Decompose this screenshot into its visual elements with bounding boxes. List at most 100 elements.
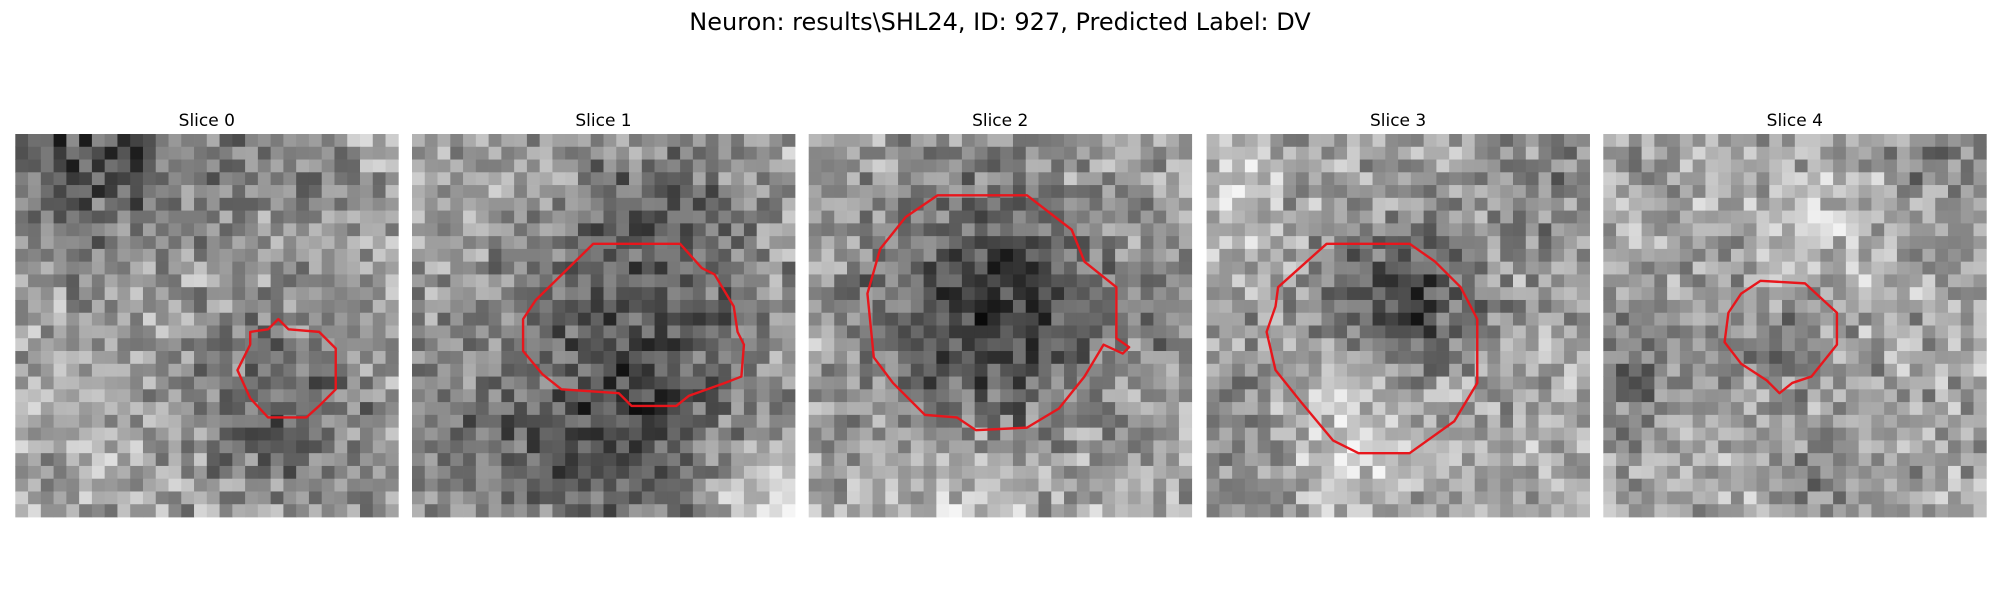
pixel (1449, 351, 1463, 365)
pixel (1283, 376, 1297, 390)
pixel (936, 248, 950, 263)
pixel (168, 338, 182, 352)
pixel (1576, 185, 1590, 199)
pixel (450, 146, 464, 160)
pixel (808, 389, 822, 403)
pixel (859, 427, 873, 441)
pixel (1692, 389, 1706, 403)
pixel (1347, 274, 1361, 288)
pixel (1423, 210, 1437, 224)
pixel (590, 185, 604, 199)
pixel (1960, 363, 1974, 377)
pixel (245, 287, 259, 301)
pixel (1782, 210, 1796, 224)
pixel (412, 287, 426, 301)
pixel (40, 185, 54, 199)
pixel (539, 261, 553, 275)
pixel (898, 402, 912, 416)
pixel (1896, 363, 1911, 377)
pixel (1257, 478, 1271, 492)
pixel (501, 248, 515, 263)
pixel (1206, 453, 1220, 467)
pixel (1064, 491, 1078, 505)
pixel (1909, 414, 1923, 429)
pixel (28, 427, 42, 441)
pixel (142, 274, 157, 288)
pixel (1909, 402, 1923, 416)
pixel (1038, 223, 1052, 237)
pixel (1692, 299, 1706, 314)
pixel (808, 478, 822, 492)
pixel (847, 159, 861, 173)
pixel (1782, 491, 1796, 505)
pixel (1025, 440, 1039, 454)
pixel (514, 389, 528, 403)
pixel (1871, 351, 1885, 365)
pixel (923, 134, 937, 148)
pixel (104, 440, 118, 454)
pixel (769, 414, 783, 429)
pixel (1064, 248, 1078, 263)
pixel (616, 312, 630, 326)
pixel (1461, 478, 1476, 492)
pixel (1922, 261, 1936, 275)
pixel (194, 210, 208, 224)
pixel (898, 363, 912, 377)
pixel (1257, 197, 1271, 211)
pixel (219, 338, 233, 352)
pixel (1359, 389, 1373, 403)
pixel (1909, 465, 1923, 480)
pixel (1948, 299, 1962, 314)
pixel (641, 465, 655, 480)
pixel (1308, 402, 1322, 416)
pixel (270, 159, 284, 173)
pixel (1283, 172, 1297, 186)
pixel (641, 440, 655, 454)
pixel (1295, 299, 1310, 314)
pixel (1603, 338, 1617, 352)
pixel (1692, 376, 1706, 390)
pixel (692, 338, 707, 352)
pixel (1219, 427, 1233, 441)
pixel (885, 299, 899, 314)
pixel (1845, 274, 1860, 288)
pixel (782, 274, 796, 288)
pixel (168, 440, 182, 454)
pixel (1347, 414, 1361, 429)
pixel (1206, 363, 1220, 377)
pixel (1705, 185, 1719, 199)
pixel (1858, 159, 1872, 173)
pixel (1960, 146, 1974, 160)
pixel (1500, 351, 1514, 365)
pixel (1858, 210, 1872, 224)
pixel (1576, 389, 1590, 403)
pixel (1603, 414, 1617, 429)
pixel (104, 402, 118, 416)
pixel (974, 376, 988, 390)
pixel (245, 159, 259, 173)
pixel (424, 338, 438, 352)
pixel (130, 325, 144, 339)
pixel (360, 185, 374, 199)
pixel (1436, 134, 1450, 148)
pixel (28, 172, 42, 186)
pixel (1025, 338, 1039, 352)
pixel (1820, 491, 1834, 505)
pixel (142, 465, 157, 480)
pixel (526, 236, 541, 250)
pixel (834, 325, 848, 339)
pixel (1334, 325, 1348, 339)
pixel (1410, 299, 1425, 314)
pixel (194, 248, 208, 263)
pixel (910, 440, 924, 454)
pixel (1782, 325, 1796, 339)
pixel (1127, 159, 1142, 173)
pixel (705, 325, 719, 339)
pixel (603, 325, 617, 339)
pixel (1474, 440, 1488, 454)
pixel (1871, 134, 1885, 148)
pixel (987, 376, 1001, 390)
pixel (15, 338, 29, 352)
pixel (79, 146, 93, 160)
pixel (360, 402, 374, 416)
